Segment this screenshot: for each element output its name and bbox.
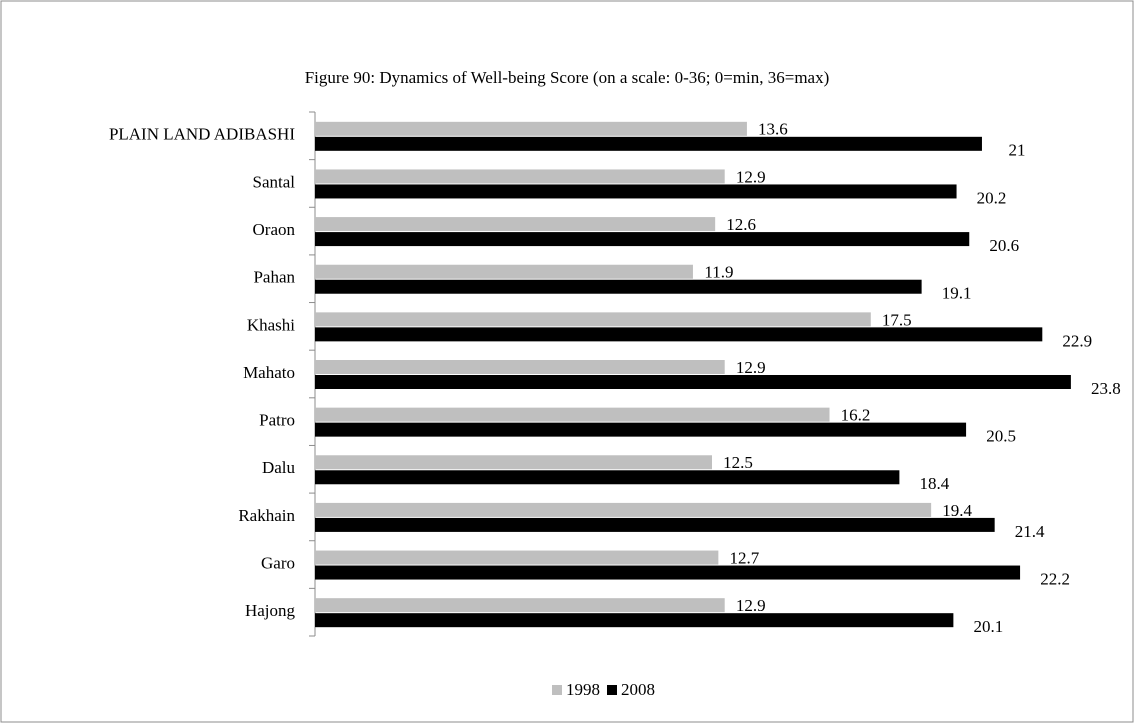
- data-label: 20.6: [989, 236, 1019, 255]
- data-label: 13.6: [758, 120, 788, 139]
- bar: [315, 121, 747, 136]
- bar: [315, 169, 725, 184]
- y-tick-label: Oraon: [253, 220, 296, 239]
- bar: [315, 184, 957, 199]
- legend-label: 1998: [566, 680, 600, 699]
- bar: [315, 470, 900, 485]
- y-tick-label: Pahan: [253, 268, 295, 287]
- bar: [315, 455, 712, 470]
- bar: [315, 422, 967, 437]
- bar: [315, 598, 725, 613]
- y-tick-label: Patro: [259, 411, 295, 430]
- bar: [315, 279, 922, 294]
- y-tick-label: Hajong: [245, 601, 296, 620]
- data-label: 17.5: [882, 310, 912, 329]
- y-tick-label: Santal: [253, 172, 296, 191]
- data-label: 20.1: [974, 617, 1004, 636]
- bar: [315, 312, 871, 327]
- data-label: 18.4: [920, 474, 950, 493]
- y-tick-label: PLAIN LAND ADIBASHI: [109, 125, 295, 144]
- data-label: 21: [1008, 141, 1025, 160]
- bar: [315, 407, 830, 422]
- legend-swatch: [607, 685, 617, 695]
- data-label: 22.9: [1062, 331, 1092, 350]
- bar: [315, 264, 693, 279]
- y-tick-label: Mahato: [243, 363, 295, 382]
- data-label: 12.9: [736, 358, 766, 377]
- bar: [315, 613, 954, 628]
- data-label: 21.4: [1015, 522, 1045, 541]
- bar: [315, 217, 716, 232]
- data-label: 12.7: [729, 548, 759, 567]
- data-label: 12.9: [736, 167, 766, 186]
- data-label: 12.5: [723, 453, 753, 472]
- bar: [315, 360, 725, 374]
- bar: [315, 232, 970, 247]
- data-label: 19.4: [942, 501, 972, 520]
- y-tick-label: Dalu: [262, 458, 296, 477]
- bar: [315, 517, 995, 532]
- bar: [315, 502, 932, 517]
- bar: [315, 136, 982, 151]
- chart-title: Figure 90: Dynamics of Well-being Score …: [305, 68, 830, 87]
- bar: [315, 327, 1043, 342]
- data-label: 16.2: [841, 406, 871, 425]
- data-label: 12.6: [726, 215, 756, 234]
- data-label: 19.1: [942, 284, 972, 303]
- bar: [315, 550, 719, 565]
- y-tick-label: Garo: [261, 553, 295, 572]
- y-tick-label: Rakhain: [238, 506, 295, 525]
- data-label: 20.5: [986, 427, 1016, 446]
- legend-swatch: [552, 685, 562, 695]
- bar: [315, 375, 1071, 389]
- data-label: 20.2: [977, 188, 1007, 207]
- legend-label: 2008: [621, 680, 655, 699]
- data-label: 23.8: [1091, 379, 1121, 398]
- data-label: 22.2: [1040, 569, 1070, 588]
- bar: [315, 565, 1021, 580]
- data-label: 11.9: [704, 263, 733, 282]
- y-tick-label: Khashi: [247, 315, 295, 334]
- data-label: 12.9: [736, 596, 766, 615]
